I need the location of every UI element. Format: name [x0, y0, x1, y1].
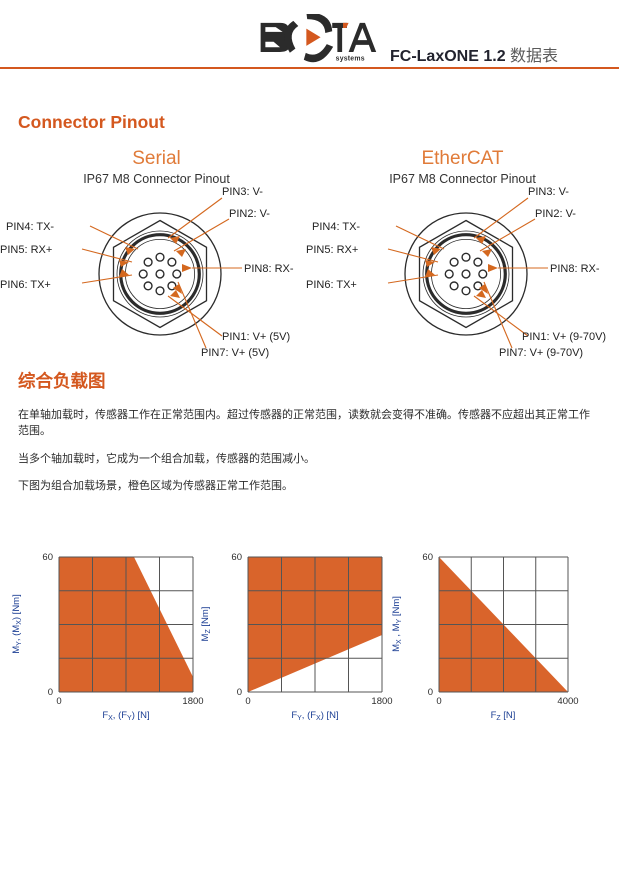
svg-text:MZ [Nm]: MZ [Nm]: [200, 607, 212, 642]
svg-text:PIN4: TX-: PIN4: TX-: [6, 221, 54, 233]
svg-text:systems: systems: [336, 56, 365, 63]
svg-text:FX, (FY) [N]: FX, (FY) [N]: [102, 710, 149, 722]
svg-text:PIN3: V-: PIN3: V-: [222, 186, 263, 198]
svg-text:60: 60: [42, 552, 53, 563]
svg-text:0: 0: [48, 687, 53, 698]
svg-text:PIN8: RX-: PIN8: RX-: [550, 263, 600, 275]
svg-text:PIN2: V-: PIN2: V-: [535, 208, 576, 220]
svg-text:0: 0: [56, 696, 61, 707]
svg-text:PIN5: RX+: PIN5: RX+: [306, 244, 358, 256]
svg-text:0: 0: [245, 696, 250, 707]
svg-text:PIN5: RX+: PIN5: RX+: [0, 244, 52, 256]
svg-text:PIN6: TX+: PIN6: TX+: [0, 279, 51, 291]
svg-text:PIN1: V+ (5V): PIN1: V+ (5V): [222, 331, 290, 343]
svg-text:60: 60: [231, 552, 242, 563]
svg-text:PIN4: TX-: PIN4: TX-: [312, 221, 360, 233]
svg-text:4000: 4000: [557, 696, 578, 707]
svg-text:FZ [N]: FZ [N]: [491, 710, 516, 722]
svg-text:PIN7: V+ (5V): PIN7: V+ (5V): [201, 347, 269, 359]
svg-text:0: 0: [237, 687, 242, 698]
svg-text:60: 60: [422, 552, 433, 563]
svg-text:PIN1: V+ (9-70V): PIN1: V+ (9-70V): [522, 331, 606, 343]
svg-text:PIN7: V+ (9-70V): PIN7: V+ (9-70V): [499, 347, 583, 359]
svg-text:PIN3: V-: PIN3: V-: [528, 186, 569, 198]
svg-text:MX , MY [Nm]: MX , MY [Nm]: [391, 596, 403, 652]
svg-text:PIN6: TX+: PIN6: TX+: [306, 279, 357, 291]
svg-text:0: 0: [428, 687, 433, 698]
svg-text:PIN2: V-: PIN2: V-: [229, 208, 270, 220]
svg-text:0: 0: [436, 696, 441, 707]
svg-text:FY, (FX) [N]: FY, (FX) [N]: [291, 710, 338, 722]
svg-text:PIN8: RX-: PIN8: RX-: [244, 263, 294, 275]
svg-text:MY, (MX) [Nm]: MY, (MX) [Nm]: [11, 594, 23, 653]
